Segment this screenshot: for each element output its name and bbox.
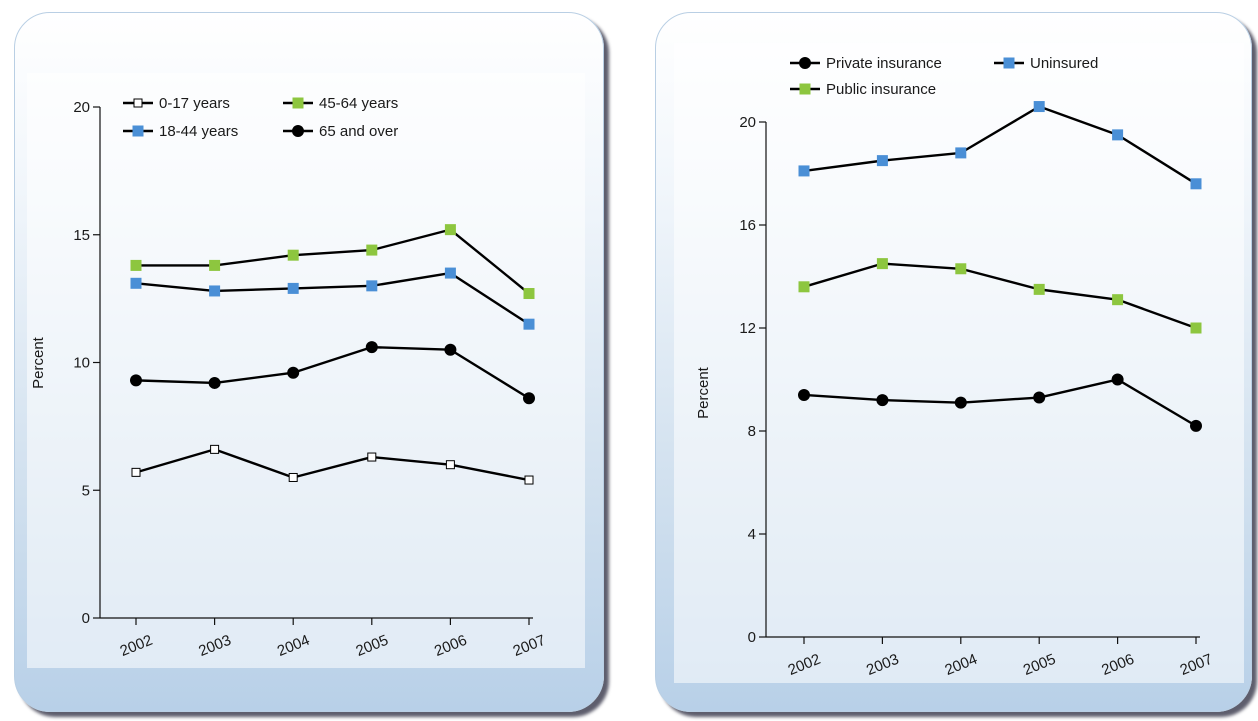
legend-item-uninsured: Uninsured <box>994 55 1098 72</box>
legend-label: Public insurance <box>826 81 936 98</box>
data-point-18-44-years <box>130 277 142 289</box>
data-point-0-17-years <box>524 475 534 485</box>
data-point-uninsured <box>798 165 810 177</box>
data-point-45-64-years <box>523 288 535 300</box>
data-point-public-insurance <box>1033 283 1045 295</box>
series-45-64-years <box>130 224 535 300</box>
data-point-0-17-years <box>367 452 377 462</box>
data-point-18-44-years <box>444 267 456 279</box>
y-tick-label: 5 <box>82 482 90 499</box>
series-private-insurance <box>798 373 1202 432</box>
plot-background <box>674 43 1244 683</box>
y-tick-label: 12 <box>739 320 756 337</box>
data-point-65-and-over <box>130 374 142 387</box>
series-public-insurance <box>798 258 1202 334</box>
data-point-private-insurance <box>1111 373 1124 386</box>
legend-swatch-marker <box>1003 57 1015 69</box>
legend-label: 18-44 years <box>159 123 238 140</box>
series-uninsured <box>798 101 1202 190</box>
data-point-0-17-years <box>288 472 298 482</box>
data-point-18-44-years <box>366 280 378 292</box>
legend-swatch-marker <box>133 98 143 108</box>
y-tick-label: 0 <box>748 629 756 646</box>
data-point-45-64-years <box>366 244 378 256</box>
data-point-0-17-years <box>131 467 141 477</box>
y-tick-label: 4 <box>748 526 756 543</box>
legend-swatch-marker <box>799 83 811 95</box>
data-point-65-and-over <box>523 392 535 405</box>
data-point-uninsured <box>955 147 967 159</box>
data-point-18-44-years <box>209 285 221 297</box>
data-point-uninsured <box>1033 101 1045 113</box>
y-tick-label: 8 <box>748 423 756 440</box>
left-chart-panel: 0 5 10 15 20 2002 2003 2004 2005 2006 2007 Percent 0… <box>14 12 604 712</box>
legend-swatch-marker <box>132 125 144 137</box>
series-0-17-years <box>131 444 534 485</box>
series-line-private-insurance <box>803 378 1197 427</box>
series-line-65-and-over <box>135 345 530 400</box>
data-point-public-insurance <box>798 281 810 293</box>
legend-label: Private insurance <box>826 55 942 72</box>
legend-item-0-17-years: 0-17 years <box>123 95 230 112</box>
data-point-private-insurance <box>954 396 967 409</box>
data-point-45-64-years <box>209 259 221 271</box>
legend-item-public-insurance: Public insurance <box>790 81 936 98</box>
legend-item-18-44-years: 18-44 years <box>123 123 238 140</box>
legend-label: 45-64 years <box>319 95 398 112</box>
right-chart-panel: 0 4 8 12 16 20 2002 2003 2004 2005 2006 2007 Percent… <box>655 12 1252 712</box>
series-line-18-44-years <box>135 271 530 326</box>
legend-label: 0-17 years <box>159 95 230 112</box>
data-point-private-insurance <box>1033 391 1046 404</box>
data-point-public-insurance <box>876 258 888 270</box>
y-tick-label: 20 <box>73 99 90 116</box>
data-point-0-17-years <box>445 460 455 470</box>
data-point-public-insurance <box>1112 294 1124 306</box>
data-point-private-insurance <box>798 388 810 401</box>
data-point-0-17-years <box>210 444 220 454</box>
data-point-uninsured <box>876 155 888 167</box>
y-tick-label: 20 <box>739 114 756 131</box>
data-point-65-and-over <box>208 376 221 389</box>
legend-item-45-64-years: 45-64 years <box>283 95 398 112</box>
data-point-private-insurance <box>876 394 889 407</box>
data-point-65-and-over <box>365 341 378 354</box>
legend-item-private-insurance: Private insurance <box>790 55 942 72</box>
data-point-65-and-over <box>444 343 457 356</box>
legend-swatch-marker <box>799 57 811 69</box>
data-point-45-64-years <box>130 259 142 271</box>
series-line-uninsured <box>803 105 1197 185</box>
data-point-public-insurance <box>1190 322 1202 334</box>
y-tick-label: 10 <box>73 355 90 372</box>
data-point-uninsured <box>1112 129 1124 141</box>
series-line-45-64-years <box>136 228 530 295</box>
legend-swatch-marker <box>292 97 304 109</box>
data-point-65-and-over <box>287 366 300 379</box>
series-18-44-years <box>130 267 535 330</box>
series-line-0-17-years <box>135 448 530 482</box>
y-axis-title: Percent <box>30 336 47 389</box>
data-point-45-64-years <box>444 224 456 236</box>
data-point-45-64-years <box>287 249 299 261</box>
legend-item-65-and-over: 65 and over <box>283 123 398 140</box>
legend-swatch-marker <box>292 125 304 137</box>
series-65-and-over <box>130 341 535 405</box>
y-axis-title: Percent <box>695 366 712 419</box>
legend-label: 65 and over <box>319 123 398 140</box>
legend-label: Uninsured <box>1030 55 1098 72</box>
y-tick-label: 15 <box>73 227 90 244</box>
data-point-18-44-years <box>523 318 535 330</box>
data-point-public-insurance <box>955 263 967 275</box>
data-point-private-insurance <box>1190 419 1202 432</box>
y-tick-label: 16 <box>739 217 756 234</box>
series-line-public-insurance <box>803 262 1197 330</box>
data-point-18-44-years <box>287 282 299 294</box>
y-tick-label: 0 <box>82 610 90 627</box>
plot-background <box>27 73 585 668</box>
data-point-uninsured <box>1190 178 1202 190</box>
